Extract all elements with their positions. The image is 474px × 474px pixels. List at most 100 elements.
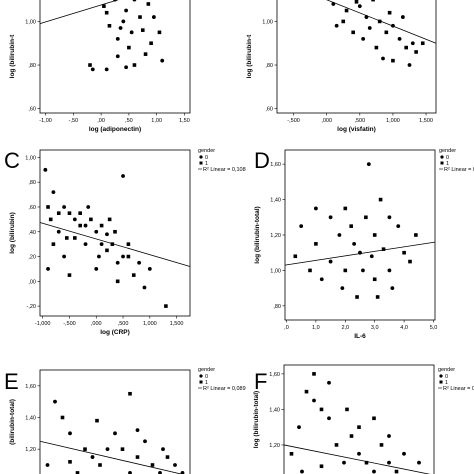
data-point [349, 434, 354, 438]
data-point [51, 242, 56, 246]
data-point [387, 268, 392, 273]
data-point [387, 215, 392, 220]
data-point [340, 286, 345, 291]
data-point [83, 447, 87, 451]
data-point [102, 4, 106, 8]
legend-item-label: 0 [205, 374, 208, 380]
x-tick-label: ,000 [91, 321, 102, 327]
data-point [355, 295, 359, 299]
data-point [95, 418, 99, 423]
legend-item-label: 0 [446, 155, 449, 161]
legend-marker [199, 374, 203, 378]
data-point [357, 451, 361, 456]
data-point [400, 15, 405, 19]
data-point [113, 431, 117, 436]
x-tick-label: ,500 [354, 118, 365, 124]
y-tick-label: 1,60 [270, 162, 281, 168]
data-point [78, 211, 82, 215]
x-axis-label: log (CRP) [100, 329, 130, 336]
data-point [289, 452, 294, 456]
data-point [319, 464, 324, 469]
data-point [135, 455, 140, 459]
y-tick-label: ,00 [28, 279, 36, 285]
data-point [98, 463, 102, 467]
data-point [173, 463, 177, 467]
data-point [352, 241, 357, 246]
data-point [402, 250, 406, 255]
y-tick-label: ,80 [273, 304, 281, 310]
data-point [375, 295, 380, 299]
data-point [357, 425, 361, 429]
legend-fit-label: R² Linear = 0,089 [203, 386, 246, 392]
panel-letter: D [254, 148, 270, 173]
data-point [293, 254, 298, 259]
data-point [60, 415, 65, 420]
legend-marker [440, 161, 444, 165]
data-point [110, 242, 115, 246]
data-point [53, 399, 57, 404]
data-point [357, 4, 362, 9]
data-point [121, 254, 125, 259]
data-point [304, 389, 309, 394]
data-point [115, 54, 120, 59]
data-point [297, 425, 301, 430]
data-point [387, 10, 392, 15]
fit-line [39, 222, 191, 267]
data-point [128, 391, 132, 396]
plot-frame [39, 149, 191, 317]
fit-line [284, 241, 436, 266]
legend-marker [440, 155, 444, 159]
data-point [378, 197, 383, 202]
legend-title: gender [438, 367, 455, 373]
data-point [312, 398, 316, 403]
data-point [327, 380, 331, 385]
data-point [351, 30, 355, 35]
y-tick-label: 1,40 [269, 407, 280, 413]
data-point [73, 236, 77, 240]
y-axis-label: log (bilirubin-t [246, 34, 253, 79]
x-tick-label: -,500 [63, 321, 76, 327]
x-tick-label: 1,000 [143, 321, 157, 327]
x-axis-label: IL-6 [354, 333, 366, 340]
data-point [372, 277, 377, 282]
panel-b: ,60 ,80 1,00 -,500 ,000 ,500 1,000 1,500 log (vi… [246, 0, 437, 133]
data-point [364, 460, 369, 465]
data-point [384, 30, 389, 35]
data-point [67, 211, 72, 215]
y-tick-label: ,80 [265, 63, 273, 69]
panel-e: E1,001,201,401,60(bilirubin-total)gender… [4, 367, 246, 474]
data-point [94, 267, 99, 271]
data-point [89, 217, 93, 222]
y-tick-label: ,80 [28, 180, 36, 186]
data-point [410, 41, 415, 46]
data-point [120, 447, 125, 451]
data-point [157, 30, 162, 35]
data-point [99, 242, 104, 247]
data-point [314, 242, 318, 246]
x-tick-label: ,50 [125, 118, 133, 124]
panel-a: ,60 ,80 1,00 -1,00 -,50 ,00 ,50 1,00 1,50 log (ad… [9, 0, 191, 133]
data-point [127, 45, 131, 50]
y-tick-label: 1,40 [270, 198, 281, 204]
x-tick-label: 1,00 [151, 118, 162, 124]
data-point [46, 205, 50, 209]
y-tick-label: -,20 [27, 304, 36, 310]
y-tick-label: 1,20 [270, 233, 281, 239]
data-point [341, 19, 346, 24]
data-point [164, 304, 168, 308]
legend-item-label: 1 [445, 380, 448, 386]
data-point [121, 19, 126, 24]
data-point [337, 233, 342, 237]
data-point [387, 434, 391, 438]
y-tick-label: 1,00 [25, 155, 36, 161]
data-point [371, 0, 375, 2]
data-point [56, 229, 61, 234]
data-point [366, 162, 371, 167]
plot-frame [39, 369, 191, 474]
data-point [121, 174, 125, 178]
y-tick-label: ,60 [265, 107, 273, 113]
legend-fit-label: R² Linear = 0,063 [443, 386, 474, 392]
data-point [420, 41, 425, 46]
data-point [118, 26, 123, 30]
